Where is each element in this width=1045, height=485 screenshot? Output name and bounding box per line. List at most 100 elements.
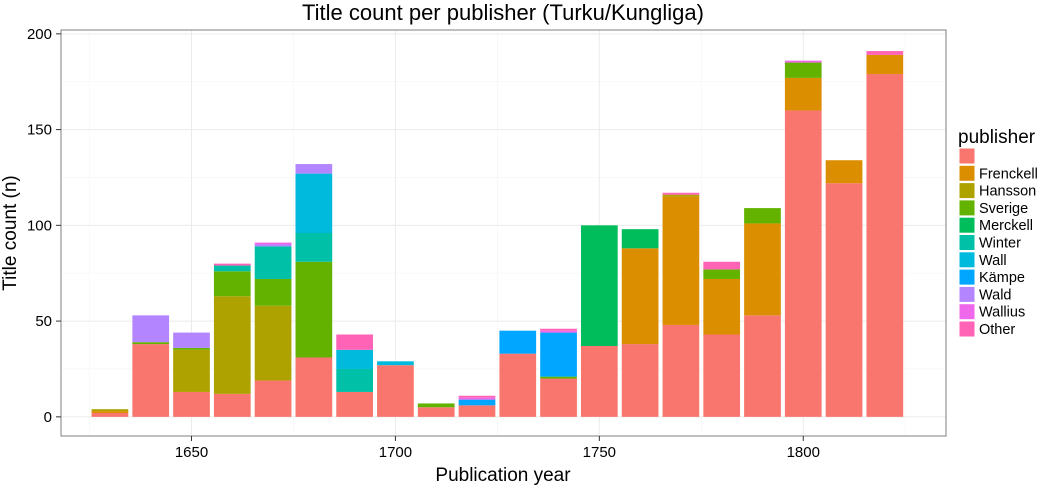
- y-tick-label: 50: [35, 313, 52, 330]
- bar-segment-sverige: [173, 347, 210, 350]
- legend-key-wall: [958, 251, 976, 269]
- bar-segment-wallius: [784, 60, 822, 63]
- bar-segment-unnamed: [173, 391, 210, 417]
- bar-segment-other: [703, 261, 741, 270]
- bar-segment-sverige: [417, 403, 455, 408]
- bar-segment-unnamed: [540, 378, 577, 417]
- bar-segment-other: [458, 395, 496, 398]
- bar-segment-winter: [336, 368, 373, 392]
- bar-segment-merckell: [621, 229, 659, 249]
- plot-panel: [60, 29, 947, 437]
- legend-key-other: [958, 320, 976, 338]
- legend-title: publisher: [958, 127, 1036, 148]
- bar-segment-unnamed: [621, 344, 659, 417]
- bar-segment-merckell: [580, 225, 618, 346]
- bar-segment-unnamed: [295, 357, 333, 417]
- bar-segment-unnamed: [784, 110, 822, 417]
- bar-segment-unnamed: [866, 74, 904, 417]
- y-tick-label: 100: [27, 217, 52, 234]
- panel-border: [60, 29, 947, 437]
- bar-segment-wall: [295, 173, 333, 233]
- legend-key-hansson: [958, 182, 976, 200]
- bar-segment-wallius: [458, 397, 496, 400]
- bar-segment-sverige: [540, 376, 577, 379]
- bar-segment-other: [540, 328, 577, 331]
- bar-segment-frenckell: [784, 77, 822, 111]
- bar-segment-unnamed: [254, 380, 292, 417]
- bar-segment-sverige: [254, 278, 292, 306]
- bar-segment-sverige: [784, 62, 822, 78]
- bar-segment-sverige: [213, 271, 251, 297]
- chart-title: Title count per publisher (Turku/Kunglig…: [302, 0, 704, 25]
- x-axis-label: Publication year: [435, 465, 571, 485]
- bar-segment-sverige: [295, 261, 333, 358]
- legend-label-other: Other: [979, 322, 1015, 338]
- legend-label-frenckell: Frenckell: [979, 166, 1038, 182]
- x-axis: 1650 1700 1750 1800: [175, 436, 820, 461]
- x-tick-label: 1750: [583, 444, 616, 461]
- bar-segment-wald: [173, 332, 210, 348]
- bar-segment-unnamed: [703, 334, 741, 417]
- bar-segment-unnamed: [213, 393, 251, 417]
- legend-label-hansson: Hansson: [979, 184, 1036, 200]
- bar-segment-unnamed: [580, 345, 618, 417]
- legend-key-kampe: [958, 268, 976, 286]
- bar-segment-other: [662, 192, 700, 195]
- legend-key-wallius: [958, 303, 976, 321]
- legend-key-winter: [958, 234, 976, 251]
- bar-segment-unnamed: [744, 315, 781, 417]
- y-axis-label: Title count (n): [0, 175, 21, 290]
- legend-key-unnamed: [958, 147, 976, 165]
- bar-segment-hansson: [91, 409, 129, 412]
- bar-segment-unnamed: [417, 407, 455, 417]
- legend-label-merckell: Merckell: [979, 218, 1033, 234]
- bar-segment-wall: [377, 361, 414, 366]
- bar-segment-frenckell: [825, 160, 863, 184]
- y-tick-label: 200: [27, 26, 52, 43]
- legend-label-winter: Winter: [979, 236, 1021, 252]
- bar-segment-frenckell: [703, 278, 741, 335]
- bar-segment-other: [213, 263, 251, 266]
- bar-segment-unnamed: [458, 405, 496, 417]
- legend-label-wallius: Wallius: [979, 305, 1025, 321]
- legend-label-sverige: Sverige: [979, 201, 1028, 217]
- bar-segment-other: [336, 334, 373, 350]
- legend-label-wall: Wall: [979, 253, 1007, 269]
- bar-segment-unnamed: [91, 413, 129, 417]
- bar-segment-wald: [132, 315, 170, 343]
- x-tick-label: 1700: [379, 444, 412, 461]
- bar-segment-winter: [295, 233, 333, 262]
- bar-segment-kampe: [458, 399, 496, 406]
- legend: publisher Frenckell HanssonSverigeMerckel…: [958, 127, 1038, 338]
- bar-segment-winter: [213, 265, 251, 272]
- legend-key-frenckell: [958, 164, 976, 182]
- legend-label-kampe: Kämpe: [979, 270, 1025, 286]
- legend-key-wald: [958, 285, 976, 303]
- legend-label-wald: Wald: [979, 287, 1012, 303]
- bar-segment-frenckell: [621, 248, 659, 345]
- bar-segment-unnamed: [132, 344, 170, 417]
- bar-segment-kampe: [540, 332, 577, 377]
- bar-segment-wald: [254, 244, 292, 247]
- bar-segment-hansson: [662, 194, 700, 197]
- y-tick-label: 150: [27, 122, 52, 139]
- bar-segment-unnamed: [336, 391, 373, 417]
- bar-segment-frenckell: [91, 411, 129, 414]
- legend-key-sverige: [958, 199, 976, 217]
- y-axis: 0 50 100 150 200: [27, 26, 61, 426]
- bar-segment-kampe: [499, 330, 537, 354]
- bar-segment-frenckell: [744, 223, 781, 316]
- bar-segment-hansson: [173, 349, 210, 392]
- bar-segment-unnamed: [825, 183, 863, 417]
- bar-segment-wallius: [254, 242, 292, 245]
- bar-segment-sverige: [132, 342, 170, 345]
- bar-segment-other: [866, 51, 904, 55]
- x-tick-label: 1650: [175, 444, 208, 461]
- bars: [91, 51, 904, 417]
- bar-segment-hansson: [213, 296, 251, 394]
- x-tick-label: 1800: [787, 444, 820, 461]
- bar-segment-sverige: [744, 208, 781, 224]
- bar-segment-winter: [254, 246, 292, 279]
- bar-segment-unnamed: [499, 353, 537, 417]
